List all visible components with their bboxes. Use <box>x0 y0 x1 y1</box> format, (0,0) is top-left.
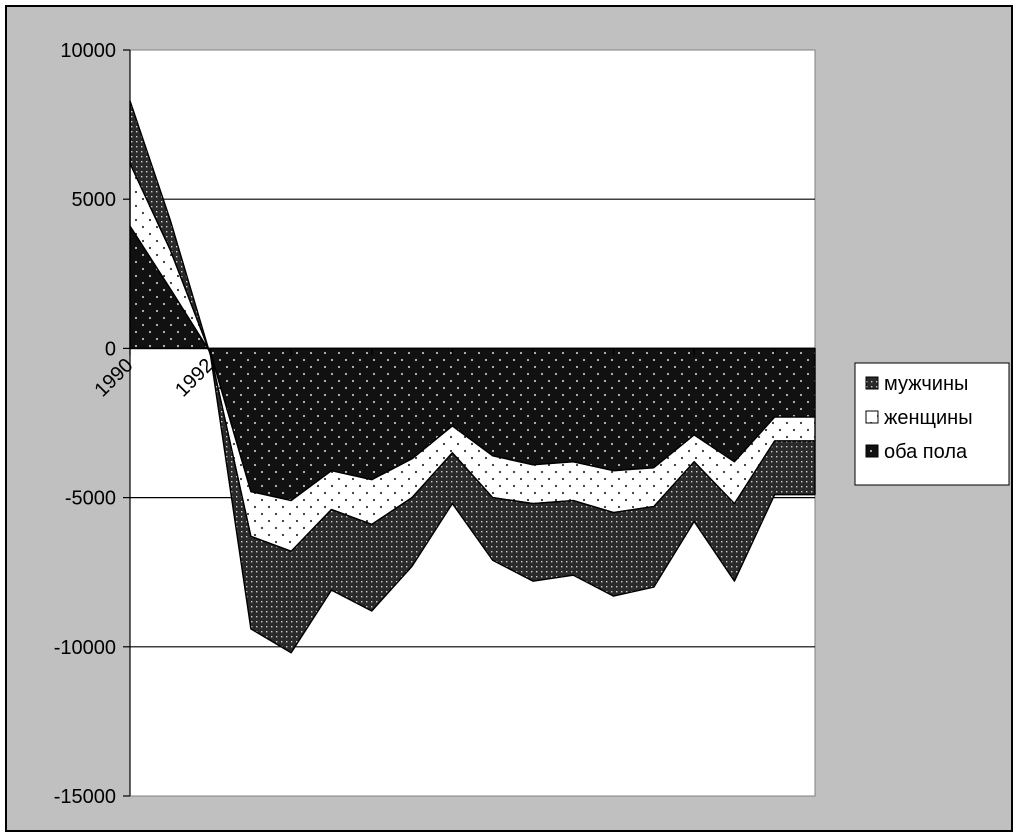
y-tick-label: 10000 <box>60 40 116 62</box>
legend-label: оба пола <box>884 441 968 463</box>
y-tick-label: 0 <box>105 338 116 360</box>
y-axis: 10000 5000 0 -5000 -10000 -15000 <box>54 40 131 808</box>
legend-swatch <box>865 410 879 424</box>
y-tick-label: 5000 <box>72 189 117 211</box>
y-tick-label: -5000 <box>65 488 116 510</box>
legend-label: мужчины <box>884 373 968 395</box>
legend-box <box>854 362 1010 486</box>
legend-swatch <box>865 444 879 458</box>
legend-label: женщины <box>884 407 973 429</box>
y-tick-label: -10000 <box>54 637 116 659</box>
stacked-areas <box>129 100 816 654</box>
y-tick-label: -15000 <box>54 786 116 808</box>
area-series-2 <box>129 100 816 654</box>
legend-swatch <box>865 376 879 390</box>
legend: мужчины женщины оба пола <box>854 362 1010 486</box>
